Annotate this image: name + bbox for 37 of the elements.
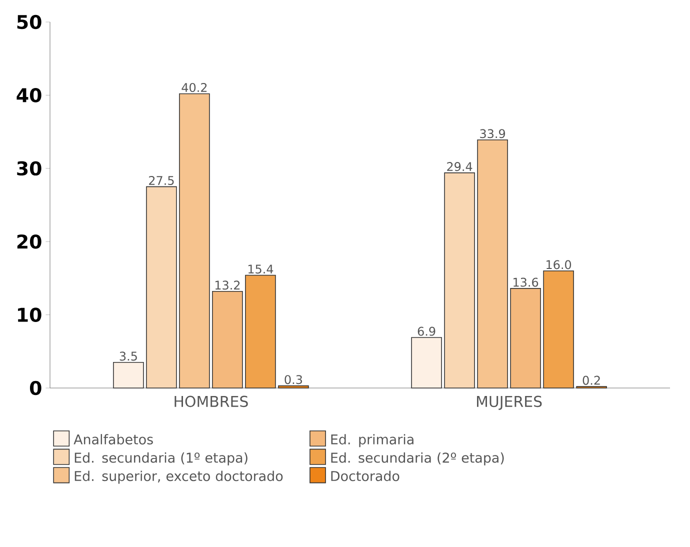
bar [444, 172, 475, 388]
bar [510, 288, 541, 388]
bar [212, 290, 243, 388]
data-label: 33.9 [480, 129, 506, 138]
bar [278, 385, 309, 388]
x-tick-label: HOMBRES [174, 396, 248, 408]
legend-label: Doctorado [331, 470, 400, 482]
data-label: 16.0 [546, 260, 572, 270]
y-tick-label: 50 [17, 14, 42, 30]
data-label: 29.4 [447, 162, 472, 172]
legend-label: Ed. primaria [331, 434, 414, 448]
bar [477, 139, 508, 388]
legend-label: Analfabetos [74, 434, 153, 444]
bar [411, 337, 442, 388]
data-label: 13.2 [215, 280, 240, 290]
legend-label: Ed. superior, exceto doctorado [74, 470, 283, 484]
data-label: 13.6 [514, 278, 538, 287]
bar [543, 270, 574, 388]
bar [179, 93, 210, 388]
y-tick-label: 40 [16, 88, 42, 102]
y-tick-label: 0 [30, 380, 42, 396]
bar [146, 186, 177, 388]
y-tick-label: 30 [17, 161, 42, 176]
data-label: 15.4 [248, 264, 274, 274]
data-label: 40.2 [182, 83, 207, 92]
bar [245, 274, 276, 388]
data-label: 0.2 [582, 376, 600, 385]
data-label: 27.5 [149, 176, 174, 186]
bar [113, 362, 144, 388]
y-tick-label: 20 [17, 234, 42, 249]
legend-label: Ed. secundaria (2º etapa) [331, 452, 504, 466]
y-tick-label: 10 [18, 308, 42, 322]
data-label: 0.3 [284, 375, 302, 384]
x-tick-label: MUJERES [477, 396, 542, 410]
data-label: 6.9 [418, 326, 436, 336]
legend-label: Ed. secundaria (1º etapa) [74, 452, 248, 466]
data-label: 3.5 [120, 352, 137, 361]
